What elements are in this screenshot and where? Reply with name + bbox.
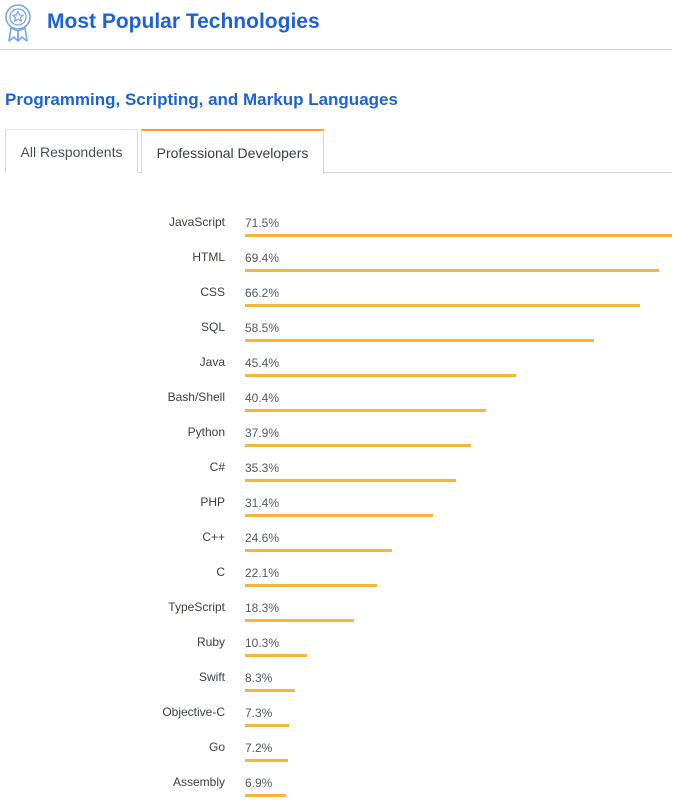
bar-chart: JavaScript 71.5% HTML 69.4% CSS 66.2% SQL 58.5%… (0, 200, 677, 812)
bar-category-label: JavaScript (168, 215, 225, 229)
bar-value-label: 7.2% (245, 741, 273, 755)
bar-value-label: 24.6% (245, 531, 280, 545)
bar-value-label: 22.1% (245, 566, 280, 580)
bar-value-label: 58.5% (245, 321, 280, 335)
bar-category-label: SQL (200, 320, 225, 334)
bar-category-label: TypeScript (168, 600, 225, 614)
bar (245, 514, 433, 517)
bar-value-label: 31.4% (245, 496, 280, 510)
bar (245, 724, 289, 727)
tab-bar: All Respondents Professional Developers (5, 129, 672, 174)
bar-value-label: 71.5% (245, 216, 280, 230)
award-ribbon-icon (5, 4, 31, 42)
bar-category-label: PHP (200, 495, 225, 509)
bar-category-label: Java (199, 355, 225, 369)
bar-category-label: C++ (202, 530, 225, 544)
bar-category-label: Ruby (196, 635, 225, 649)
bar-category-label: C# (209, 460, 225, 474)
bar-category-label: Go (208, 740, 225, 754)
page-title: Most Popular Technologies (47, 10, 320, 33)
bar-value-label: 40.4% (245, 391, 280, 405)
bar (245, 759, 288, 762)
bar (245, 269, 659, 272)
tab-all-respondents[interactable]: All Respondents (5, 129, 138, 173)
bar (245, 374, 516, 377)
tab-professional-developers[interactable]: Professional Developers (141, 129, 324, 174)
bar-value-label: 69.4% (245, 251, 280, 265)
bar (245, 444, 471, 447)
bar-category-label: Assembly (172, 775, 225, 789)
bar-category-label: Objective-C (162, 705, 225, 719)
bar-value-label: 66.2% (245, 286, 280, 300)
bar (245, 549, 392, 552)
bar-value-label: 8.3% (245, 671, 273, 685)
bar (245, 619, 354, 622)
bar (245, 234, 672, 237)
bar-value-label: 37.9% (245, 426, 280, 440)
bar (245, 689, 295, 692)
bar-value-label: 35.3% (245, 461, 280, 475)
bar-category-label: HTML (192, 250, 225, 264)
bar-value-label: 10.3% (245, 636, 280, 650)
bar (245, 409, 486, 412)
bar-value-label: 7.3% (245, 706, 273, 720)
bar-value-label: 6.9% (245, 776, 273, 790)
bar-value-label: 18.3% (245, 601, 280, 615)
bar (245, 339, 594, 342)
bar-category-label: Swift (198, 670, 225, 684)
bar (245, 479, 456, 482)
bar-category-label: Python (187, 425, 225, 439)
page-header: Most Popular Technologies (0, 0, 672, 50)
bar-category-label: C (216, 565, 225, 579)
bar (245, 304, 640, 307)
bar-value-label: 45.4% (245, 356, 280, 370)
bar-category-label: CSS (200, 285, 225, 299)
bar-category-label: Bash/Shell (167, 390, 225, 404)
bar (245, 654, 307, 657)
bar (245, 794, 286, 797)
bar (245, 584, 377, 587)
section-title: Programming, Scripting, and Markup Langu… (5, 90, 398, 109)
